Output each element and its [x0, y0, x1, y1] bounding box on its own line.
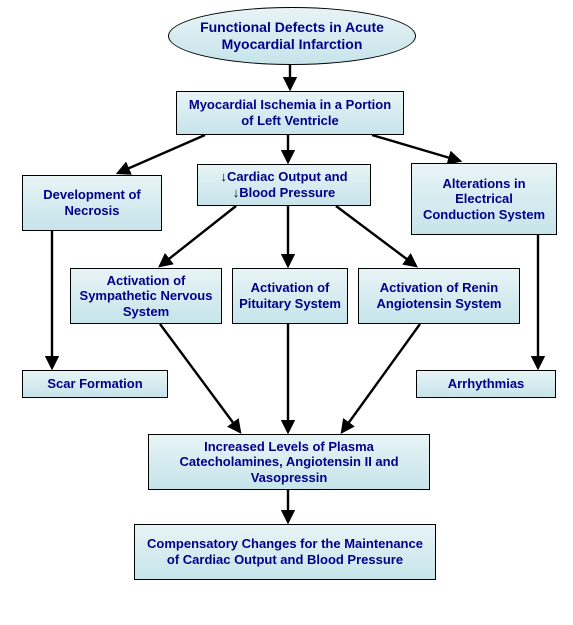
node-label: Increased Levels of Plasma Catecholamine… [155, 439, 423, 486]
node-scar: Scar Formation [22, 370, 168, 398]
node-label: Functional Defects in Acute Myocardial I… [175, 19, 409, 53]
node-label: ↓Cardiac Output and ↓Blood Pressure [220, 169, 347, 200]
node-label: Activation of Sympathetic Nervous System [77, 273, 215, 320]
node-label: Scar Formation [47, 376, 142, 392]
node-sympathetic: Activation of Sympathetic Nervous System [70, 268, 222, 324]
node-cardiac: ↓Cardiac Output and ↓Blood Pressure [197, 164, 371, 206]
edge-sympathetic-plasma [160, 324, 240, 432]
node-arrhythmias: Arrhythmias [416, 370, 556, 398]
node-label: Compensatory Changes for the Maintenance… [141, 536, 429, 567]
node-label: Development of Necrosis [29, 187, 155, 218]
node-label: Myocardial Ischemia in a Portion of Left… [183, 97, 397, 128]
edge-ischemia-necrosis [118, 135, 205, 173]
flowchart-canvas: Functional Defects in Acute Myocardial I… [0, 0, 573, 625]
node-title: Functional Defects in Acute Myocardial I… [168, 7, 416, 65]
edge-ischemia-electrical [372, 135, 460, 161]
node-label: Activation of Renin Angiotensin System [365, 280, 513, 311]
edge-cardiac-renin [336, 206, 416, 266]
node-electrical: Alterations in Electrical Conduction Sys… [411, 163, 557, 235]
node-compensatory: Compensatory Changes for the Maintenance… [134, 524, 436, 580]
node-pituitary: Activation of Pituitary System [232, 268, 348, 324]
node-plasma: Increased Levels of Plasma Catecholamine… [148, 434, 430, 490]
node-label: Arrhythmias [448, 376, 525, 392]
node-necrosis: Development of Necrosis [22, 175, 162, 231]
node-label: Activation of Pituitary System [239, 280, 341, 311]
edge-cardiac-sympathetic [160, 206, 236, 266]
node-ischemia: Myocardial Ischemia in a Portion of Left… [176, 91, 404, 135]
node-renin: Activation of Renin Angiotensin System [358, 268, 520, 324]
edge-renin-plasma [342, 324, 420, 432]
node-label: Alterations in Electrical Conduction Sys… [418, 176, 550, 223]
